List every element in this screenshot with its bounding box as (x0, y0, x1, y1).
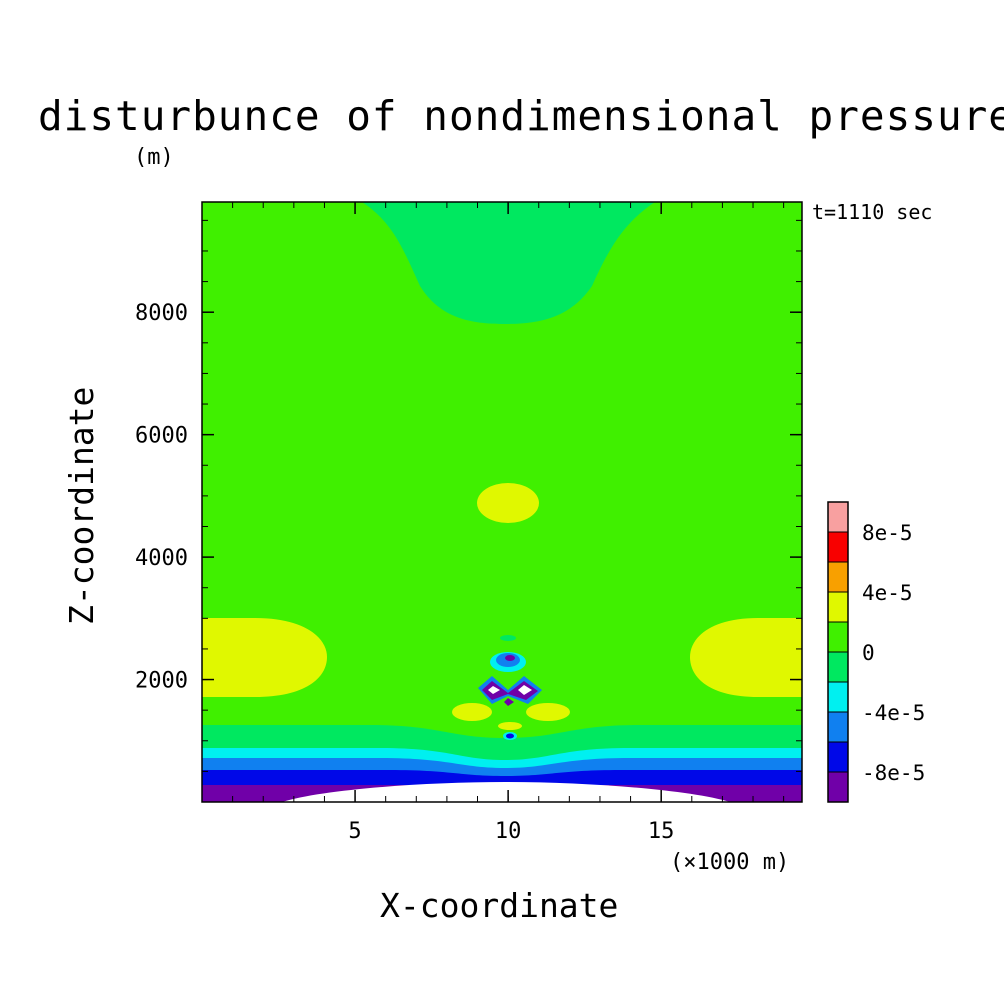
cluster-left-positive (452, 703, 492, 721)
left-positive-lobe (202, 618, 327, 697)
colorbar-tick-label: 8e-5 (862, 521, 913, 545)
y-tick-label: 4000 (135, 546, 188, 571)
plot-frame (201, 201, 803, 803)
x-tick-label: 5 (348, 819, 361, 844)
y-tick-label: 8000 (135, 301, 188, 326)
colorbar-swatch (828, 502, 848, 532)
colorbar-tick-label: 4e-5 (862, 581, 913, 605)
upper-negative-region (362, 202, 655, 324)
colorbar-swatch (828, 652, 848, 682)
colorbar-swatch (828, 562, 848, 592)
colorbar-swatch (828, 532, 848, 562)
chart-title: disturbunce of nondimensional pressure (38, 92, 1004, 140)
cluster-right-white (518, 685, 532, 695)
colorbar-swatch (828, 742, 848, 772)
cluster-bottom-core (506, 733, 514, 739)
x-axis-label: X-coordinate (380, 886, 619, 925)
y-tick-label: 6000 (135, 424, 188, 449)
y-unit-label: (m) (134, 145, 174, 170)
x-tick-label: 15 (648, 819, 675, 844)
x-unit-label: (×1000 m) (670, 850, 790, 875)
colorbar-swatch (828, 622, 848, 652)
colorbar-tick-label: 0 (862, 641, 875, 665)
mid-positive-bubble (477, 483, 539, 523)
cluster-top-fleck (500, 635, 516, 641)
cluster-upper-core (505, 655, 515, 661)
cluster-left-white (488, 686, 500, 694)
time-label: t=1110 sec (812, 200, 933, 224)
colorbar-tick-label: -8e-5 (862, 761, 925, 785)
cluster-center-core (504, 698, 514, 706)
colorbar-swatch (828, 772, 848, 802)
colorbar-tick-label: -4e-5 (862, 701, 925, 725)
cluster-right-positive (526, 703, 570, 721)
x-tick-label: 10 (495, 819, 522, 844)
y-tick-label: 2000 (135, 669, 188, 694)
colorbar: -8e-5 -4e-5 0 4e-5 8e-5 (827, 501, 925, 803)
right-positive-lobe (690, 618, 802, 697)
below-range-region (282, 782, 730, 802)
cluster-lower-positive (498, 722, 522, 730)
plot-axes: 5 10 15 2000 4000 6000 8000 (135, 201, 803, 844)
colorbar-swatch (828, 682, 848, 712)
colorbar-swatch (828, 592, 848, 622)
colorbar-swatch (828, 712, 848, 742)
contour-field (202, 202, 802, 802)
